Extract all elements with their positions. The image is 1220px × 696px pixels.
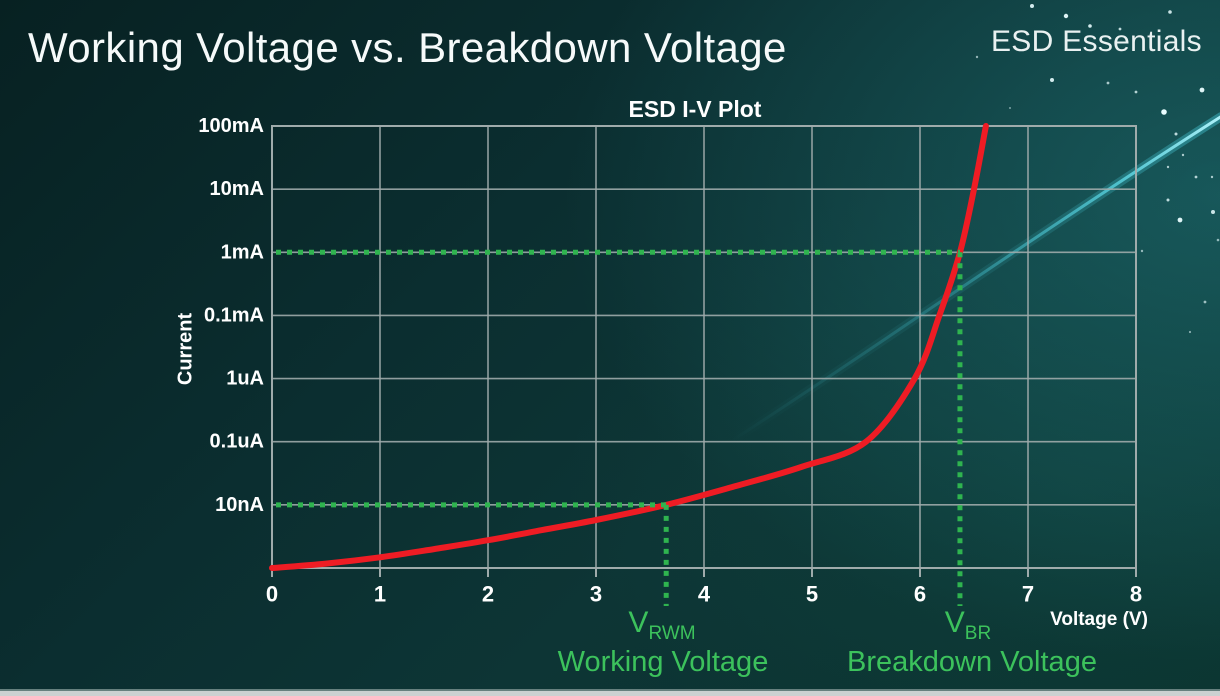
iv-curve <box>269 123 989 571</box>
star-particle-icon <box>1009 107 1011 109</box>
vbr-symbol-subscript: BR <box>964 623 992 644</box>
star-particle-icon <box>1166 165 1170 169</box>
chart-title: ESD I-V Plot <box>628 96 762 122</box>
y-tick-label: 0.1mA <box>204 304 264 326</box>
star-particle-icon <box>1211 210 1215 214</box>
star-particle-icon <box>1050 78 1054 82</box>
star-particle-icon <box>1030 4 1034 8</box>
star-particle-icon <box>1210 175 1214 179</box>
vbr-symbol: VBR <box>944 606 991 644</box>
star-particle-icon <box>1181 153 1185 157</box>
x-tick-label: 1 <box>374 582 386 607</box>
x-tick-label: 4 <box>698 582 711 607</box>
x-tick-label: 8 <box>1130 582 1142 607</box>
star-particle-icon <box>1199 87 1205 93</box>
x-tick-label: 2 <box>482 582 494 607</box>
x-tick-label: 5 <box>806 582 818 607</box>
star-particle-icon <box>1177 217 1183 223</box>
star-particle-icon <box>1134 90 1138 94</box>
star-particle-icon <box>975 55 979 59</box>
x-tick-label: 3 <box>590 582 602 607</box>
star-particle-icon <box>1203 300 1207 304</box>
x-tick-label: 6 <box>914 582 926 607</box>
brand-label: ESD Essentials <box>991 25 1202 58</box>
y-tick-label: 0.1uA <box>210 431 264 453</box>
star-particle-icon <box>1168 10 1172 14</box>
particle-stars-icon <box>975 4 1220 334</box>
vrwm-symbol: VRWM <box>628 606 695 644</box>
star-particle-icon <box>1063 13 1069 19</box>
y-tick-label: 1mA <box>221 241 264 263</box>
x-axis-title: Voltage (V) <box>1050 609 1148 630</box>
star-particle-icon <box>1166 198 1170 202</box>
star-particle-icon <box>1088 24 1092 28</box>
star-particle-icon <box>1106 81 1110 85</box>
page-title: Working Voltage vs. Breakdown Voltage <box>28 24 787 71</box>
star-particle-icon <box>1194 175 1198 179</box>
x-tick-label: 7 <box>1022 582 1034 607</box>
y-axis-title: Current <box>174 312 197 386</box>
star-particle-icon <box>1161 109 1167 115</box>
star-particle-icon <box>1188 330 1192 334</box>
y-tick-label: 10mA <box>210 178 264 200</box>
y-tick-label: 1uA <box>226 368 264 390</box>
vrwm-symbol-letter: V <box>628 606 649 639</box>
y-tick-label: 100mA <box>198 115 264 137</box>
star-particle-icon <box>1216 238 1220 242</box>
star-particle-icon <box>1140 249 1144 253</box>
x-tick-label: 0 <box>266 582 278 607</box>
y-tick-label: 10nA <box>215 494 264 516</box>
vbr-symbol-letter: V <box>944 606 965 639</box>
vrwm-symbol-subscript: RWM <box>648 623 696 644</box>
star-particle-icon <box>1174 132 1178 136</box>
breakdown-voltage-caption: Breakdown Voltage <box>847 646 1097 678</box>
working-voltage-caption: Working Voltage <box>557 646 769 678</box>
bottom-edge-bar <box>0 689 1220 696</box>
star-particle-icon <box>1118 27 1122 31</box>
